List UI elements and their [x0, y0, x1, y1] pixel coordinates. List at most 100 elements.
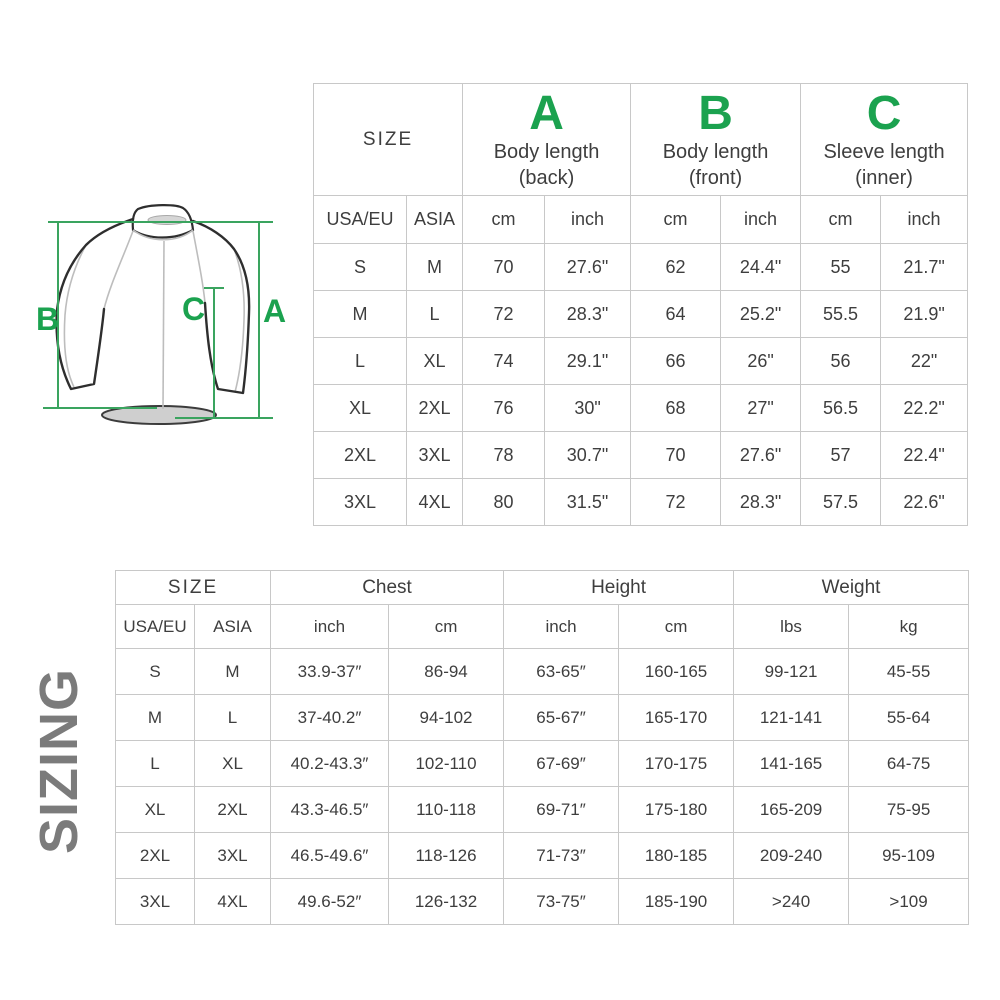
table-cell: 45-55 [848, 648, 970, 695]
measure-name-b: Body length [662, 140, 769, 163]
table-cell: XL [313, 384, 407, 432]
table-subheader-row: USA/EU ASIA inch cm inch cm lbs kg [115, 604, 970, 649]
table-cell: 110-118 [388, 786, 505, 833]
table-cell: 66 [630, 337, 722, 385]
table-cell: 94-102 [388, 694, 505, 741]
subheader-cell: inch [880, 195, 969, 244]
table-cell: 69-71″ [503, 786, 620, 833]
jersey-measurement-diagram: B C A [36, 204, 286, 425]
table-cell: S [313, 243, 407, 291]
subheader-cell: USA/EU [313, 195, 407, 244]
measure-sub-c: (inner) [855, 166, 913, 189]
table-cell: 64 [630, 290, 722, 338]
col-group-a: A Body length (back) [462, 83, 632, 196]
table-cell: 70 [462, 243, 546, 291]
table-cell: 76 [462, 384, 546, 432]
table-cell: 57.5 [800, 478, 882, 526]
table-row: 3XL 4XL 49.6-52″ 126-132 73-75″ 185-190 >240 >1… [115, 878, 970, 925]
table-cell: 175-180 [618, 786, 735, 833]
table-cell: 25.2" [720, 290, 802, 338]
subheader-cell: inch [503, 604, 620, 649]
table-cell: 118-126 [388, 832, 505, 879]
table-cell: 29.1" [544, 337, 632, 385]
table-cell: 55 [800, 243, 882, 291]
table-cell: 22.4" [880, 431, 969, 479]
garment-length-table: SIZE A Body length (back) B Body length … [312, 83, 969, 526]
subheader-cell: cm [800, 195, 882, 244]
table-cell: 3XL [193, 832, 272, 879]
body-measurement-table: SIZE Chest Height Weight USA/EU ASIA inc… [114, 570, 970, 925]
table-cell: 21.9" [880, 290, 969, 338]
table-row: S M 33.9-37″ 86-94 63-65″ 160-165 99-121 45-55 [115, 648, 970, 695]
table-row: S M 70 27.6" 62 24.4" 55 21.7" [313, 243, 969, 291]
table-cell: L [193, 694, 272, 741]
table-cell: 30" [544, 384, 632, 432]
table-cell: 55.5 [800, 290, 882, 338]
table-row: XL 2XL 76 30" 68 27" 56.5 22.2" [313, 384, 969, 432]
table-cell: 68 [630, 384, 722, 432]
table-cell: 28.3" [720, 478, 802, 526]
size-header: SIZE [312, 83, 464, 196]
table-cell: 27.6" [544, 243, 632, 291]
table-cell: 46.5-49.6″ [270, 832, 390, 879]
table-cell: 86-94 [388, 648, 505, 695]
size-header: SIZE [114, 570, 272, 605]
table-cell: S [115, 648, 195, 695]
table-cell: 56 [800, 337, 882, 385]
table-cell: 102-110 [388, 740, 505, 787]
table-cell: 170-175 [618, 740, 735, 787]
table-cell: 165-170 [618, 694, 735, 741]
table-cell: 121-141 [733, 694, 850, 741]
table-cell: M [193, 648, 272, 695]
table-cell: >109 [848, 878, 970, 925]
measure-sub-a: (back) [518, 166, 575, 189]
table-cell: 27.6" [720, 431, 802, 479]
table-row: XL 2XL 43.3-46.5″ 110-118 69-71″ 175-180 165-2… [115, 786, 970, 833]
table-body: S M 33.9-37″ 86-94 63-65″ 160-165 99-121 45-55 M… [115, 648, 970, 925]
table-cell: 71-73″ [503, 832, 620, 879]
table-cell: 180-185 [618, 832, 735, 879]
subheader-cell: cm [630, 195, 722, 244]
measure-letter-b: B [698, 86, 733, 140]
table-cell: 185-190 [618, 878, 735, 925]
table-cell: 74 [462, 337, 546, 385]
table-cell: 3XL [313, 478, 407, 526]
table-cell: >240 [733, 878, 850, 925]
table-subheader-row: USA/EU ASIA cm inch cm inch cm inch [313, 195, 969, 244]
table-cell: XL [405, 337, 464, 385]
table-cell: 2XL [405, 384, 464, 432]
diagram-label-a: A [263, 293, 286, 329]
table-cell: 3XL [405, 431, 464, 479]
subheader-cell: inch [544, 195, 632, 244]
table-cell: 67-69″ [503, 740, 620, 787]
table-cell: L [313, 337, 407, 385]
table-cell: 22.6" [880, 478, 969, 526]
table-cell: 40.2-43.3″ [270, 740, 390, 787]
table-cell: 28.3" [544, 290, 632, 338]
table-cell: 33.9-37″ [270, 648, 390, 695]
diagram-label-c: C [182, 291, 205, 327]
col-group-b: B Body length (front) [630, 83, 802, 196]
table-cell: XL [115, 786, 195, 833]
subheader-cell: lbs [733, 604, 850, 649]
table-cell: 75-95 [848, 786, 970, 833]
measure-letter-a: A [529, 86, 564, 140]
table-cell: 160-165 [618, 648, 735, 695]
table-cell: 21.7" [880, 243, 969, 291]
table-header-row: SIZE A Body length (back) B Body length … [312, 83, 969, 196]
table-cell: 80 [462, 478, 546, 526]
hem-opening [101, 405, 217, 425]
table-cell: 99-121 [733, 648, 850, 695]
col-group-chest: Chest [270, 570, 505, 605]
table-cell: 63-65″ [503, 648, 620, 695]
table-cell: 2XL [313, 431, 407, 479]
table-cell: L [115, 740, 195, 787]
table-row: 2XL 3XL 46.5-49.6″ 118-126 71-73″ 180-185 209-… [115, 832, 970, 879]
subheader-cell: USA/EU [115, 604, 195, 649]
table-cell: 55-64 [848, 694, 970, 741]
measure-name-c: Sleeve length [823, 140, 945, 163]
table-cell: 57 [800, 431, 882, 479]
col-group-c: C Sleeve length (inner) [800, 83, 969, 196]
table-cell: 62 [630, 243, 722, 291]
subheader-cell: kg [848, 604, 970, 649]
